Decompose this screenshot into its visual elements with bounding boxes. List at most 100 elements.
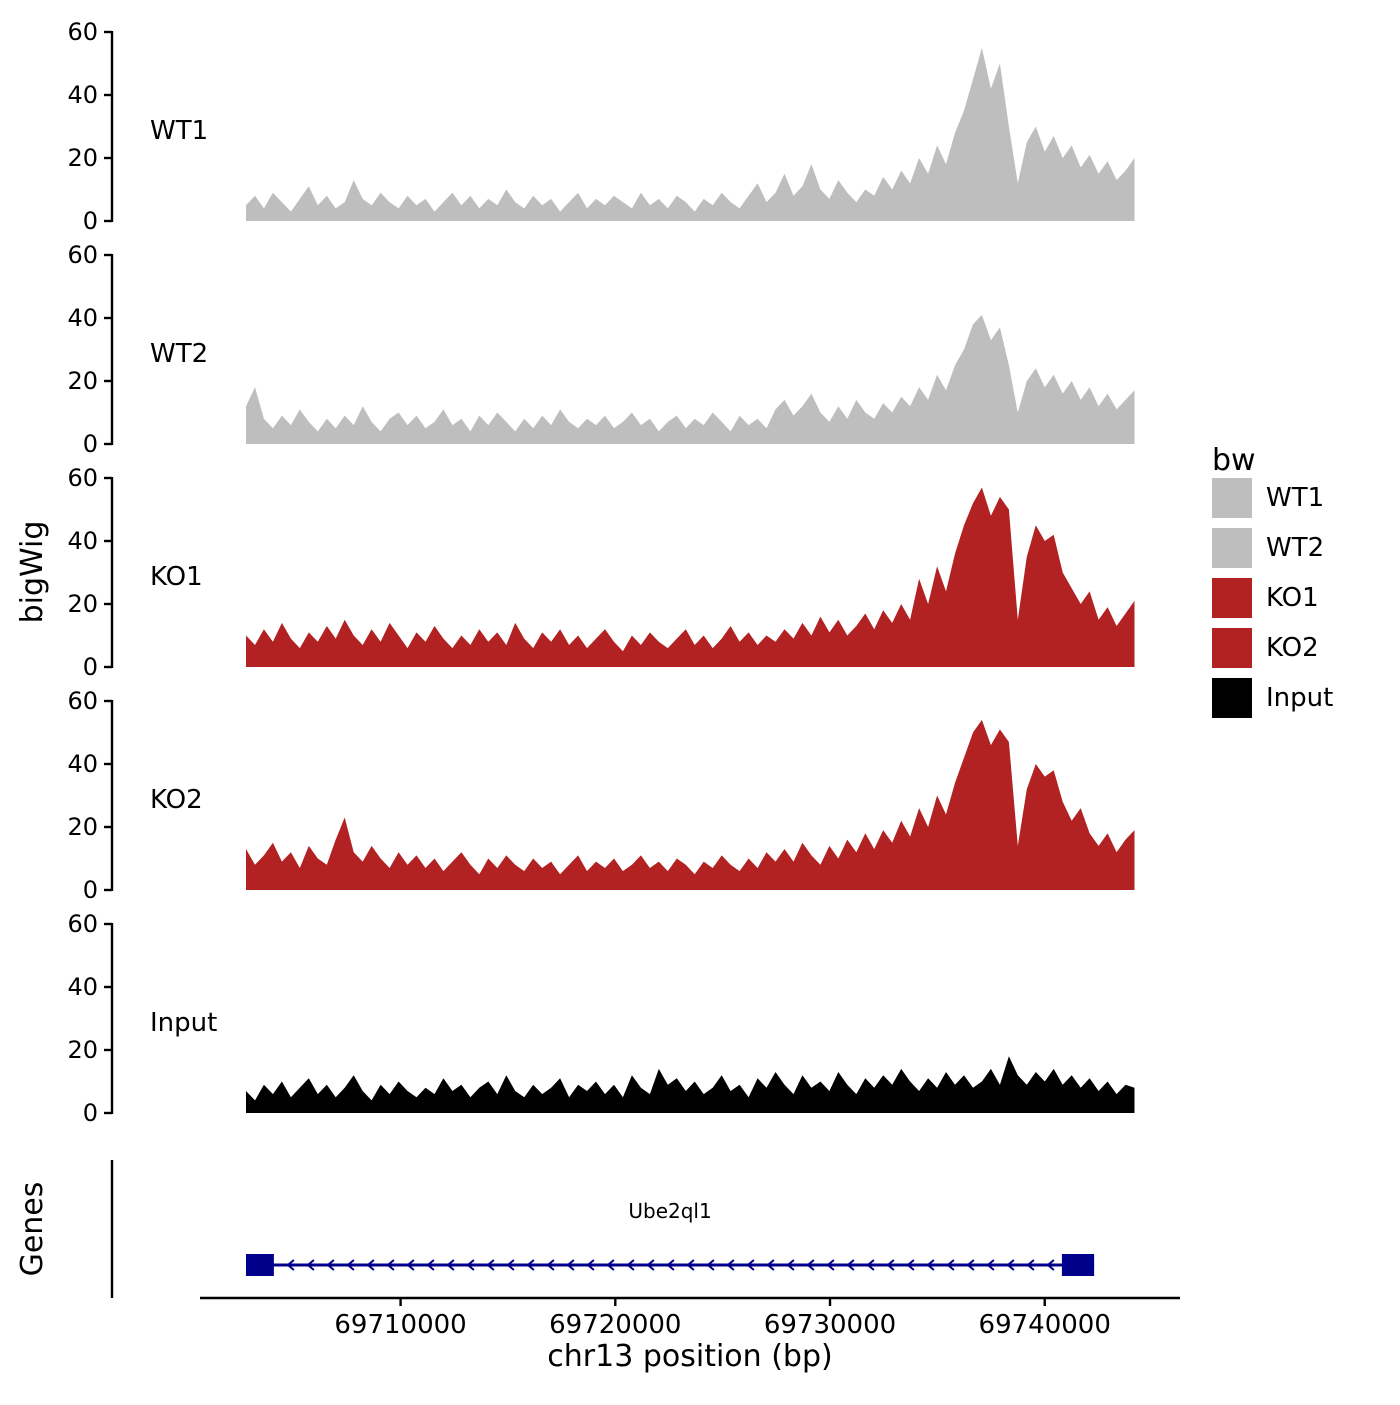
track-area-KO1	[246, 487, 1135, 667]
y-tick-label: 40	[67, 750, 98, 778]
gene-strand-arrow-icon	[1046, 1259, 1055, 1271]
gene-strand-arrow-icon	[946, 1259, 955, 1271]
gene-strand-arrow-icon	[346, 1259, 355, 1271]
y-tick-label: 0	[83, 430, 98, 458]
track-label-WT1: WT1	[150, 116, 208, 146]
track-WT1: 0 20 40 60 WT1	[67, 18, 1135, 235]
gene-track: Ube2ql1	[110, 1160, 1095, 1298]
y-tick-label: 40	[67, 304, 98, 332]
y-tick-label: 20	[67, 367, 98, 395]
y-tick-label: 20	[67, 144, 98, 172]
x-axis-title: chr13 position (bp)	[547, 1339, 832, 1374]
gene-strand-arrow-icon	[306, 1259, 315, 1271]
gene-strand-arrow-icon	[386, 1259, 395, 1271]
gene-strand-arrow-icon	[526, 1259, 535, 1271]
legend-item-label: WT2	[1266, 533, 1324, 563]
gene-strand-arrow-icon	[706, 1259, 715, 1271]
gene-strand-arrow-icon	[926, 1259, 935, 1271]
track-Input: 0 20 40 60 Input	[67, 910, 1135, 1127]
gene-strand-arrow-icon	[666, 1259, 675, 1271]
gene-strand-arrow-icon	[786, 1259, 795, 1271]
coverage-tracks: 0 20 40 60 WT1 0 20 40 60 WT2 0 20 40 60 KO1 0 20 40 60 KO2…	[67, 18, 1135, 1127]
legend-swatch-WT2	[1212, 528, 1252, 568]
gene-strand-arrow-icon	[866, 1259, 875, 1271]
y-tick-label: 20	[67, 1036, 98, 1064]
gene-strand-arrow-icon	[726, 1259, 735, 1271]
y-tick-label: 40	[67, 527, 98, 555]
track-area-Input	[246, 1056, 1135, 1113]
legend: WT1 WT2 KO1 KO2 Input	[1212, 478, 1333, 718]
gene-strand-arrow-icon	[886, 1259, 895, 1271]
y-tick-label: 20	[67, 590, 98, 618]
gene-strand-arrow-icon	[906, 1259, 915, 1271]
gene-strand-arrow-icon	[826, 1259, 835, 1271]
gene-strand-arrow-icon	[546, 1259, 555, 1271]
y-tick-label: 60	[67, 687, 98, 715]
legend-title: bw	[1212, 443, 1256, 478]
y-tick-label: 60	[67, 464, 98, 492]
gene-strand-arrow-icon	[846, 1259, 855, 1271]
y-tick-label: 0	[83, 1099, 98, 1127]
track-KO2: 0 20 40 60 KO2	[67, 687, 1135, 904]
gene-strand-arrow-icon	[1006, 1259, 1015, 1271]
gene-strand-arrow-icon	[586, 1259, 595, 1271]
gene-strand-arrow-icon	[286, 1259, 295, 1271]
gene-strand-arrow-icon	[566, 1259, 575, 1271]
x-tick-label: 69740000	[979, 1310, 1111, 1340]
track-label-WT2: WT2	[150, 339, 208, 369]
gene-strand-arrow-icon	[426, 1259, 435, 1271]
legend-item-label: KO2	[1266, 633, 1319, 663]
gene-strand-arrow-icon	[326, 1259, 335, 1271]
gene-strand-arrow-icon	[466, 1259, 475, 1271]
y-tick-label: 0	[83, 207, 98, 235]
y-axis-title: bigWig	[15, 521, 50, 624]
legend-swatch-KO2	[1212, 628, 1252, 668]
y-tick-label: 60	[67, 18, 98, 46]
track-area-KO2	[246, 719, 1135, 890]
x-axis: 69710000 69720000 69730000 69740000	[200, 1296, 1180, 1340]
gene-exon	[245, 1254, 274, 1276]
legend-swatch-Input	[1212, 678, 1252, 718]
legend-item-label: KO1	[1266, 583, 1319, 613]
gene-name-label: Ube2ql1	[628, 1199, 711, 1223]
gene-strand-arrow-icon	[486, 1259, 495, 1271]
gene-strand-arrow-icon	[626, 1259, 635, 1271]
track-label-KO2: KO2	[150, 785, 203, 815]
track-WT2: 0 20 40 60 WT2	[67, 241, 1135, 458]
track-label-Input: Input	[150, 1008, 217, 1038]
gene-strand-arrow-icon	[406, 1259, 415, 1271]
track-area-WT1	[246, 47, 1135, 221]
genes-panel-title: Genes	[15, 1182, 50, 1277]
y-tick-label: 60	[67, 910, 98, 938]
gene-strand-arrow-icon	[986, 1259, 995, 1271]
gene-strand-arrow-icon	[1026, 1259, 1035, 1271]
track-KO1: 0 20 40 60 KO1	[67, 464, 1135, 681]
y-tick-label: 0	[83, 876, 98, 904]
x-tick-label: 69710000	[334, 1310, 466, 1340]
legend-item-label: WT1	[1266, 483, 1324, 513]
gene-strand-arrow-icon	[746, 1259, 755, 1271]
y-tick-label: 20	[67, 813, 98, 841]
track-label-KO1: KO1	[150, 562, 203, 592]
gene-strand-arrow-icon	[686, 1259, 695, 1271]
x-tick-label: 69720000	[549, 1310, 681, 1340]
y-tick-label: 40	[67, 81, 98, 109]
gene-strand-arrow-icon	[966, 1259, 975, 1271]
gene-exon	[1061, 1254, 1095, 1276]
x-tick-label: 69730000	[764, 1310, 896, 1340]
gene-strand-arrow-icon	[646, 1259, 655, 1271]
gene-strand-arrow-icon	[446, 1259, 455, 1271]
gene-strand-arrow-icon	[366, 1259, 375, 1271]
gene-strand-arrow-icon	[606, 1259, 615, 1271]
gene-strand-arrow-icon	[506, 1259, 515, 1271]
y-tick-label: 40	[67, 973, 98, 1001]
y-tick-label: 0	[83, 653, 98, 681]
track-area-WT2	[246, 314, 1135, 444]
gene-strand-arrow-icon	[766, 1259, 775, 1271]
y-tick-label: 60	[67, 241, 98, 269]
legend-swatch-WT1	[1212, 478, 1252, 518]
legend-swatch-KO1	[1212, 578, 1252, 618]
legend-item-label: Input	[1266, 683, 1333, 713]
